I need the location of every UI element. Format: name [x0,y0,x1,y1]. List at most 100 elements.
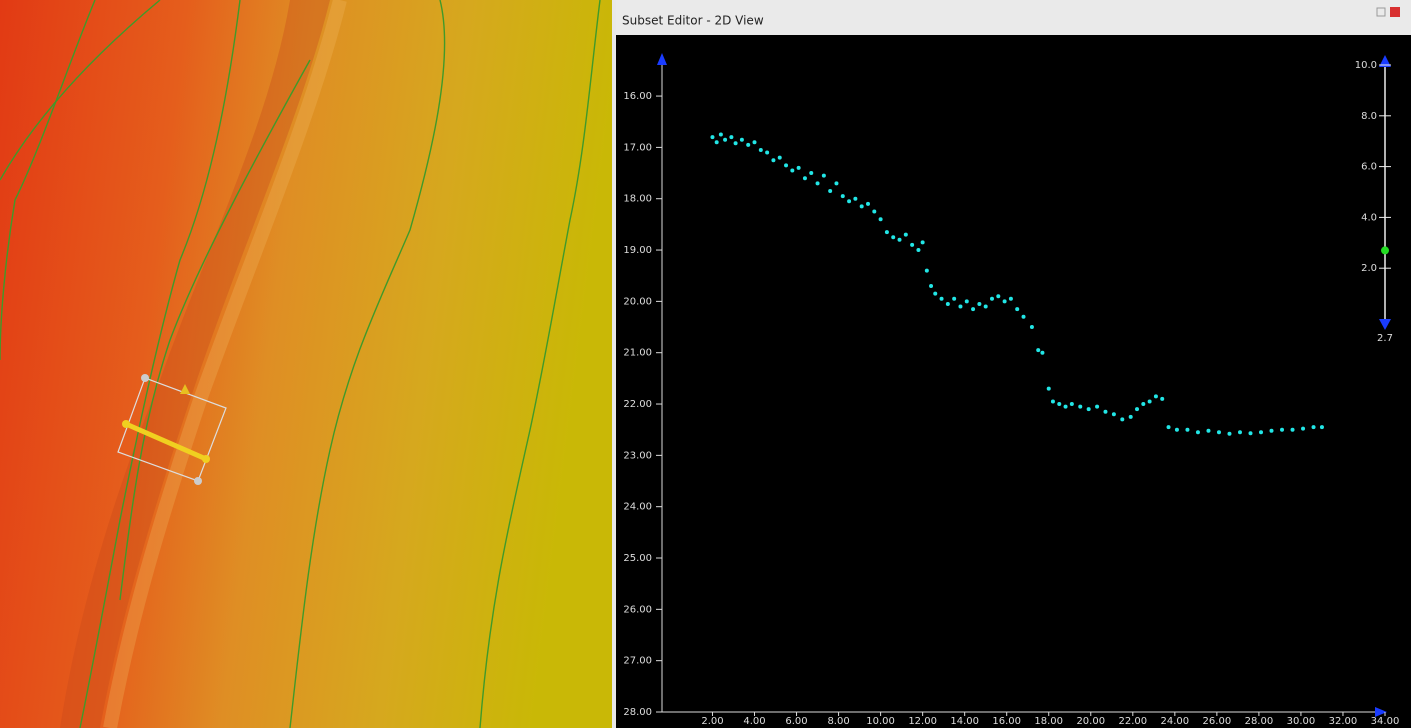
close-button[interactable] [1390,7,1400,17]
point [1064,405,1068,409]
y-tick-label: 20.00 [623,296,652,307]
point [1135,407,1139,411]
slider-tick-label: 8.0 [1361,111,1377,122]
point [809,171,813,175]
point [1312,425,1316,429]
point [984,305,988,309]
point [916,248,920,252]
x-tick-label: 34.00 [1371,716,1400,727]
point [1129,415,1133,419]
point [952,297,956,301]
x-tick-label: 26.00 [1203,716,1232,727]
point [710,135,714,139]
x-tick-label: 4.00 [743,716,765,727]
plot-area [616,35,1411,728]
point [1148,399,1152,403]
point [958,305,962,309]
window-title: Subset Editor - 2D View [622,14,764,28]
x-tick-label: 14.00 [950,716,979,727]
point [1120,417,1124,421]
point [719,133,723,137]
point [765,151,769,155]
subset-editor: Subset Editor - 2D View [616,0,1411,728]
handle[interactable] [202,455,210,463]
point [715,140,719,144]
point [996,294,1000,298]
point [1196,430,1200,434]
point [771,158,775,162]
x-tick-label: 8.00 [827,716,849,727]
point [940,297,944,301]
point [1227,432,1231,436]
slider-handle[interactable] [1381,246,1389,254]
y-tick-label: 22.00 [623,399,652,410]
x-tick-label: 6.00 [785,716,807,727]
point [1070,402,1074,406]
point [723,138,727,142]
point [822,174,826,178]
point [1095,405,1099,409]
handle[interactable] [141,374,149,382]
slider-tick-label: 10.0 [1355,60,1377,71]
x-tick-label: 22.00 [1118,716,1147,727]
y-tick-label: 18.00 [623,194,652,205]
screen: Subset Editor - 2D View 16.00 17.00 18.00 1… [0,0,1411,728]
point [1015,307,1019,311]
splitter[interactable] [612,0,616,728]
point [925,269,929,273]
point [1301,427,1305,431]
point [853,197,857,201]
point [1291,428,1295,432]
point [977,302,981,306]
point [971,307,975,311]
point [1320,425,1324,429]
point [904,233,908,237]
point [965,299,969,303]
point [990,297,994,301]
point [841,194,845,198]
point [1259,430,1263,434]
point [1030,325,1034,329]
point [1087,407,1091,411]
point [797,166,801,170]
point [759,148,763,152]
x-tick-label: 24.00 [1161,716,1190,727]
point [1047,387,1051,391]
point [1103,410,1107,414]
handle[interactable] [194,477,202,485]
point [740,138,744,142]
point [1009,297,1013,301]
page: {"window": {"title": "Subset Editor - 2D… [0,0,1411,728]
point [834,181,838,185]
point [1160,397,1164,401]
point [1141,402,1145,406]
point [1040,351,1044,355]
point [1280,428,1284,432]
point [729,135,733,139]
point [1154,394,1158,398]
x-tick-label: 10.00 [866,716,895,727]
y-tick-label: 17.00 [623,142,652,153]
slider-tick-label: 2.0 [1361,263,1377,274]
slider-tick-label: 6.0 [1361,162,1377,173]
x-tick-label: 32.00 [1329,716,1358,727]
y-tick-label: 26.00 [623,604,652,615]
point [746,143,750,147]
point [1248,431,1252,435]
map-view [0,0,612,728]
point [1206,429,1210,433]
x-tick-label: 16.00 [992,716,1021,727]
point [885,230,889,234]
point [778,156,782,160]
point [929,284,933,288]
point [847,199,851,203]
x-tick-label: 12.00 [908,716,937,727]
y-tick-label: 25.00 [623,553,652,564]
x-tick-label: 30.00 [1287,716,1316,727]
point [860,204,864,208]
x-tick-label: 18.00 [1034,716,1063,727]
x-tick-label: 20.00 [1076,716,1105,727]
point [1112,412,1116,416]
handle[interactable] [122,420,130,428]
point [898,238,902,242]
